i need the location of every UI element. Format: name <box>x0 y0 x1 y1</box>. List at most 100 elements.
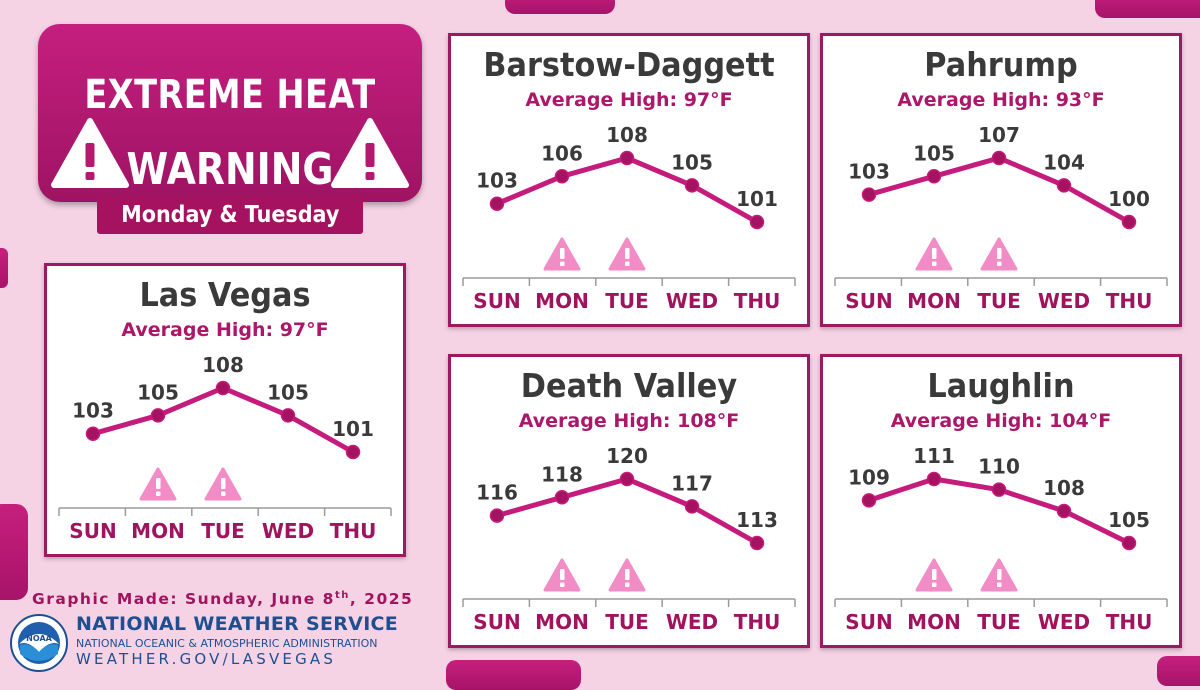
day-label: THU <box>330 519 377 543</box>
data-label: 105 <box>137 380 179 404</box>
data-point <box>684 178 700 193</box>
warning-icon <box>51 118 129 188</box>
data-point <box>749 214 765 230</box>
chart-subtitle: Average High: 104°F <box>891 410 1112 432</box>
data-label: 106 <box>541 141 583 165</box>
decor-tab <box>1157 656 1200 686</box>
warning-icon <box>204 467 242 501</box>
data-point <box>749 535 765 551</box>
day-label: WED <box>666 289 718 313</box>
chart-subtitle: Average High: 97°F <box>121 319 328 341</box>
data-label: 101 <box>736 187 778 211</box>
data-point <box>619 150 635 166</box>
chart-panel-death-valley: Death Valley Average High: 108°F 116 SUN 118… <box>448 354 810 648</box>
chart-subtitle: Average High: 97°F <box>525 89 732 111</box>
warning-icon <box>608 237 646 271</box>
line-chart: Laughlin Average High: 104°F 109 SUN 111 MON 1… <box>834 368 1168 634</box>
data-label: 104 <box>1043 150 1085 174</box>
data-label: 101 <box>332 417 374 441</box>
chart-title: Pahrump <box>924 47 1077 84</box>
day-label: SUN <box>69 519 116 543</box>
noaa-logo: NOAA <box>10 614 68 672</box>
chart-title: Death Valley <box>521 368 738 405</box>
day-label: THU <box>734 610 781 634</box>
data-label: 105 <box>913 141 955 165</box>
day-label: THU <box>734 289 781 313</box>
day-label: MON <box>535 610 589 634</box>
chart-title: Las Vegas <box>139 277 310 314</box>
day-label: SUN <box>473 610 520 634</box>
day-label: MON <box>131 519 185 543</box>
data-point <box>345 444 361 460</box>
data-point <box>554 490 570 505</box>
made-date-year: , 2025 <box>349 590 414 609</box>
decor-tab <box>505 0 615 14</box>
banner-warning-word: WARNING <box>126 144 334 195</box>
data-label: 103 <box>848 160 890 184</box>
data-point <box>861 493 877 508</box>
data-point <box>861 187 877 202</box>
data-label: 110 <box>978 455 1020 479</box>
day-label: TUE <box>201 519 245 543</box>
chart-panel-laughlin: Laughlin Average High: 104°F 109 SUN 111 MON 1… <box>820 354 1182 648</box>
day-label: TUE <box>977 289 1021 313</box>
warning-icon <box>980 558 1018 592</box>
data-label: 113 <box>736 508 778 532</box>
line-chart: Death Valley Average High: 108°F 116 SUN 118… <box>462 368 796 634</box>
data-point <box>926 471 942 487</box>
decor-tab <box>1095 0 1200 18</box>
warning-icon <box>543 237 581 271</box>
data-label: 109 <box>848 465 890 489</box>
warning-banner: EXTREME HEAT WARNING <box>38 24 422 202</box>
day-label: THU <box>1106 610 1153 634</box>
chart-panel-barstow-daggett: Barstow-Daggett Average High: 97°F 103 SUN 1… <box>448 33 810 327</box>
warning-icon <box>915 558 953 592</box>
data-point <box>489 508 505 523</box>
noaa-logo-text: NOAA <box>26 634 52 643</box>
banner-title: EXTREME HEAT <box>84 72 376 118</box>
chart-title: Barstow-Daggett <box>483 47 774 84</box>
data-point <box>684 499 700 514</box>
warning-icon <box>980 237 1018 271</box>
data-label: 105 <box>671 150 713 174</box>
warning-icon <box>608 558 646 592</box>
line-chart: Barstow-Daggett Average High: 97°F 103 SUN 1… <box>462 47 796 313</box>
day-label: SUN <box>845 610 892 634</box>
day-label: WED <box>262 519 314 543</box>
day-label: TUE <box>605 610 649 634</box>
data-point <box>554 169 570 184</box>
data-label: 105 <box>1108 508 1150 532</box>
series-line <box>496 155 759 225</box>
data-label: 103 <box>72 399 114 423</box>
nws-title: NATIONAL WEATHER SERVICE <box>76 613 399 635</box>
warning-icon <box>543 558 581 592</box>
data-point <box>1121 535 1137 551</box>
warning-days-text: Monday & Tuesday <box>120 202 340 228</box>
data-label: 117 <box>671 471 713 495</box>
data-point <box>991 482 1007 497</box>
warning-icon <box>915 237 953 271</box>
warning-icon <box>331 118 409 188</box>
data-point <box>1056 503 1072 519</box>
day-label: MON <box>907 610 961 634</box>
data-label: 100 <box>1108 187 1150 211</box>
warning-days-label: Monday & Tuesday <box>97 196 363 234</box>
website-url[interactable]: WEATHER.GOV/LASVEGAS <box>76 650 337 668</box>
data-point <box>1121 214 1137 230</box>
graphic-made-date: Graphic Made: Sunday, June 8th, 2025 <box>32 590 413 608</box>
day-label: SUN <box>845 289 892 313</box>
decor-tab <box>0 248 8 288</box>
data-point <box>280 408 296 423</box>
data-point <box>85 426 101 441</box>
data-point <box>991 150 1007 166</box>
data-label: 103 <box>476 169 518 193</box>
data-label: 118 <box>541 462 583 486</box>
series-line <box>92 385 355 455</box>
day-label: WED <box>666 610 718 634</box>
day-label: WED <box>1038 610 1090 634</box>
made-date-text: Graphic Made: Sunday, June 8 <box>32 590 335 609</box>
data-point <box>215 380 231 396</box>
day-label: MON <box>907 289 961 313</box>
data-point <box>926 169 942 184</box>
chart-panel-las-vegas: Las Vegas Average High: 97°F 103 SUN 105 MON 1… <box>44 263 406 557</box>
